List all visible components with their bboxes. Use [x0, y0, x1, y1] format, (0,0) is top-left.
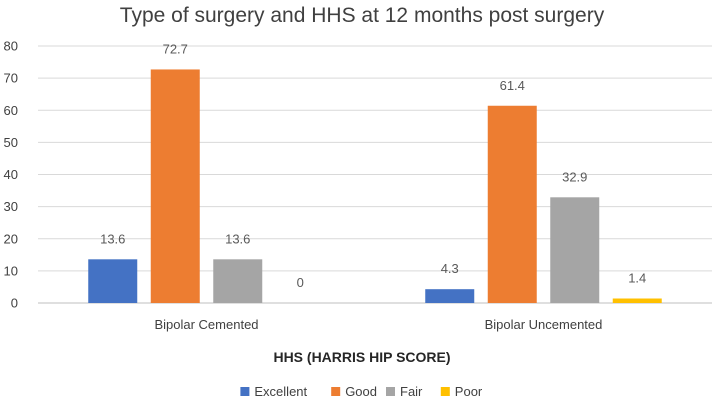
legend-label: Fair [400, 384, 423, 399]
y-tick-label: 10 [4, 263, 18, 278]
y-tick-label: 0 [11, 296, 18, 311]
y-axis-ticks: 0 10 20 30 40 50 60 70 80 [4, 39, 18, 311]
category-labels: Bipolar Cemented Bipolar Uncemented [154, 317, 602, 332]
data-label: 0 [297, 275, 304, 290]
bar-fair [550, 197, 600, 303]
bar-excellent [88, 259, 138, 303]
y-tick-label: 70 [4, 71, 18, 86]
y-tick-label: 40 [4, 167, 18, 182]
y-tick-label: 30 [4, 199, 18, 214]
data-label: 4.3 [441, 261, 459, 276]
data-labels: 13.6 72.7 13.6 0 4.3 61.4 32.9 1.4 [100, 41, 646, 290]
legend-label: Poor [455, 384, 483, 399]
y-tick-label: 80 [4, 39, 18, 54]
category-label: Bipolar Uncemented [485, 317, 603, 332]
legend-swatch-good [331, 387, 341, 396]
legend-swatch-excellent [240, 387, 250, 396]
gridlines [38, 45, 712, 304]
data-label: 61.4 [500, 78, 525, 93]
data-label: 13.6 [225, 231, 250, 246]
category-label: Bipolar Cemented [154, 317, 258, 332]
chart-title: Type of surgery and HHS at 12 months pos… [120, 4, 605, 27]
legend-swatch-poor [440, 387, 450, 396]
bars [88, 69, 662, 303]
legend: Excellent Good Fair Poor [240, 384, 483, 399]
bar-excellent [425, 289, 475, 303]
x-axis-title: HHS (HARRIS HIP SCORE) [273, 349, 450, 365]
bar-fair [213, 259, 263, 303]
legend-label: Excellent [254, 384, 307, 399]
bar-good [487, 105, 537, 303]
y-tick-label: 20 [4, 231, 18, 246]
bar-good [150, 69, 200, 303]
data-label: 72.7 [163, 41, 188, 56]
data-label: 32.9 [562, 169, 587, 184]
data-label: 13.6 [100, 231, 125, 246]
y-tick-label: 60 [4, 103, 18, 118]
legend-label: Good [345, 384, 377, 399]
legend-swatch-fair [386, 387, 395, 396]
bar-poor [612, 298, 662, 303]
y-tick-label: 50 [4, 135, 18, 150]
data-label: 1.4 [628, 271, 646, 286]
